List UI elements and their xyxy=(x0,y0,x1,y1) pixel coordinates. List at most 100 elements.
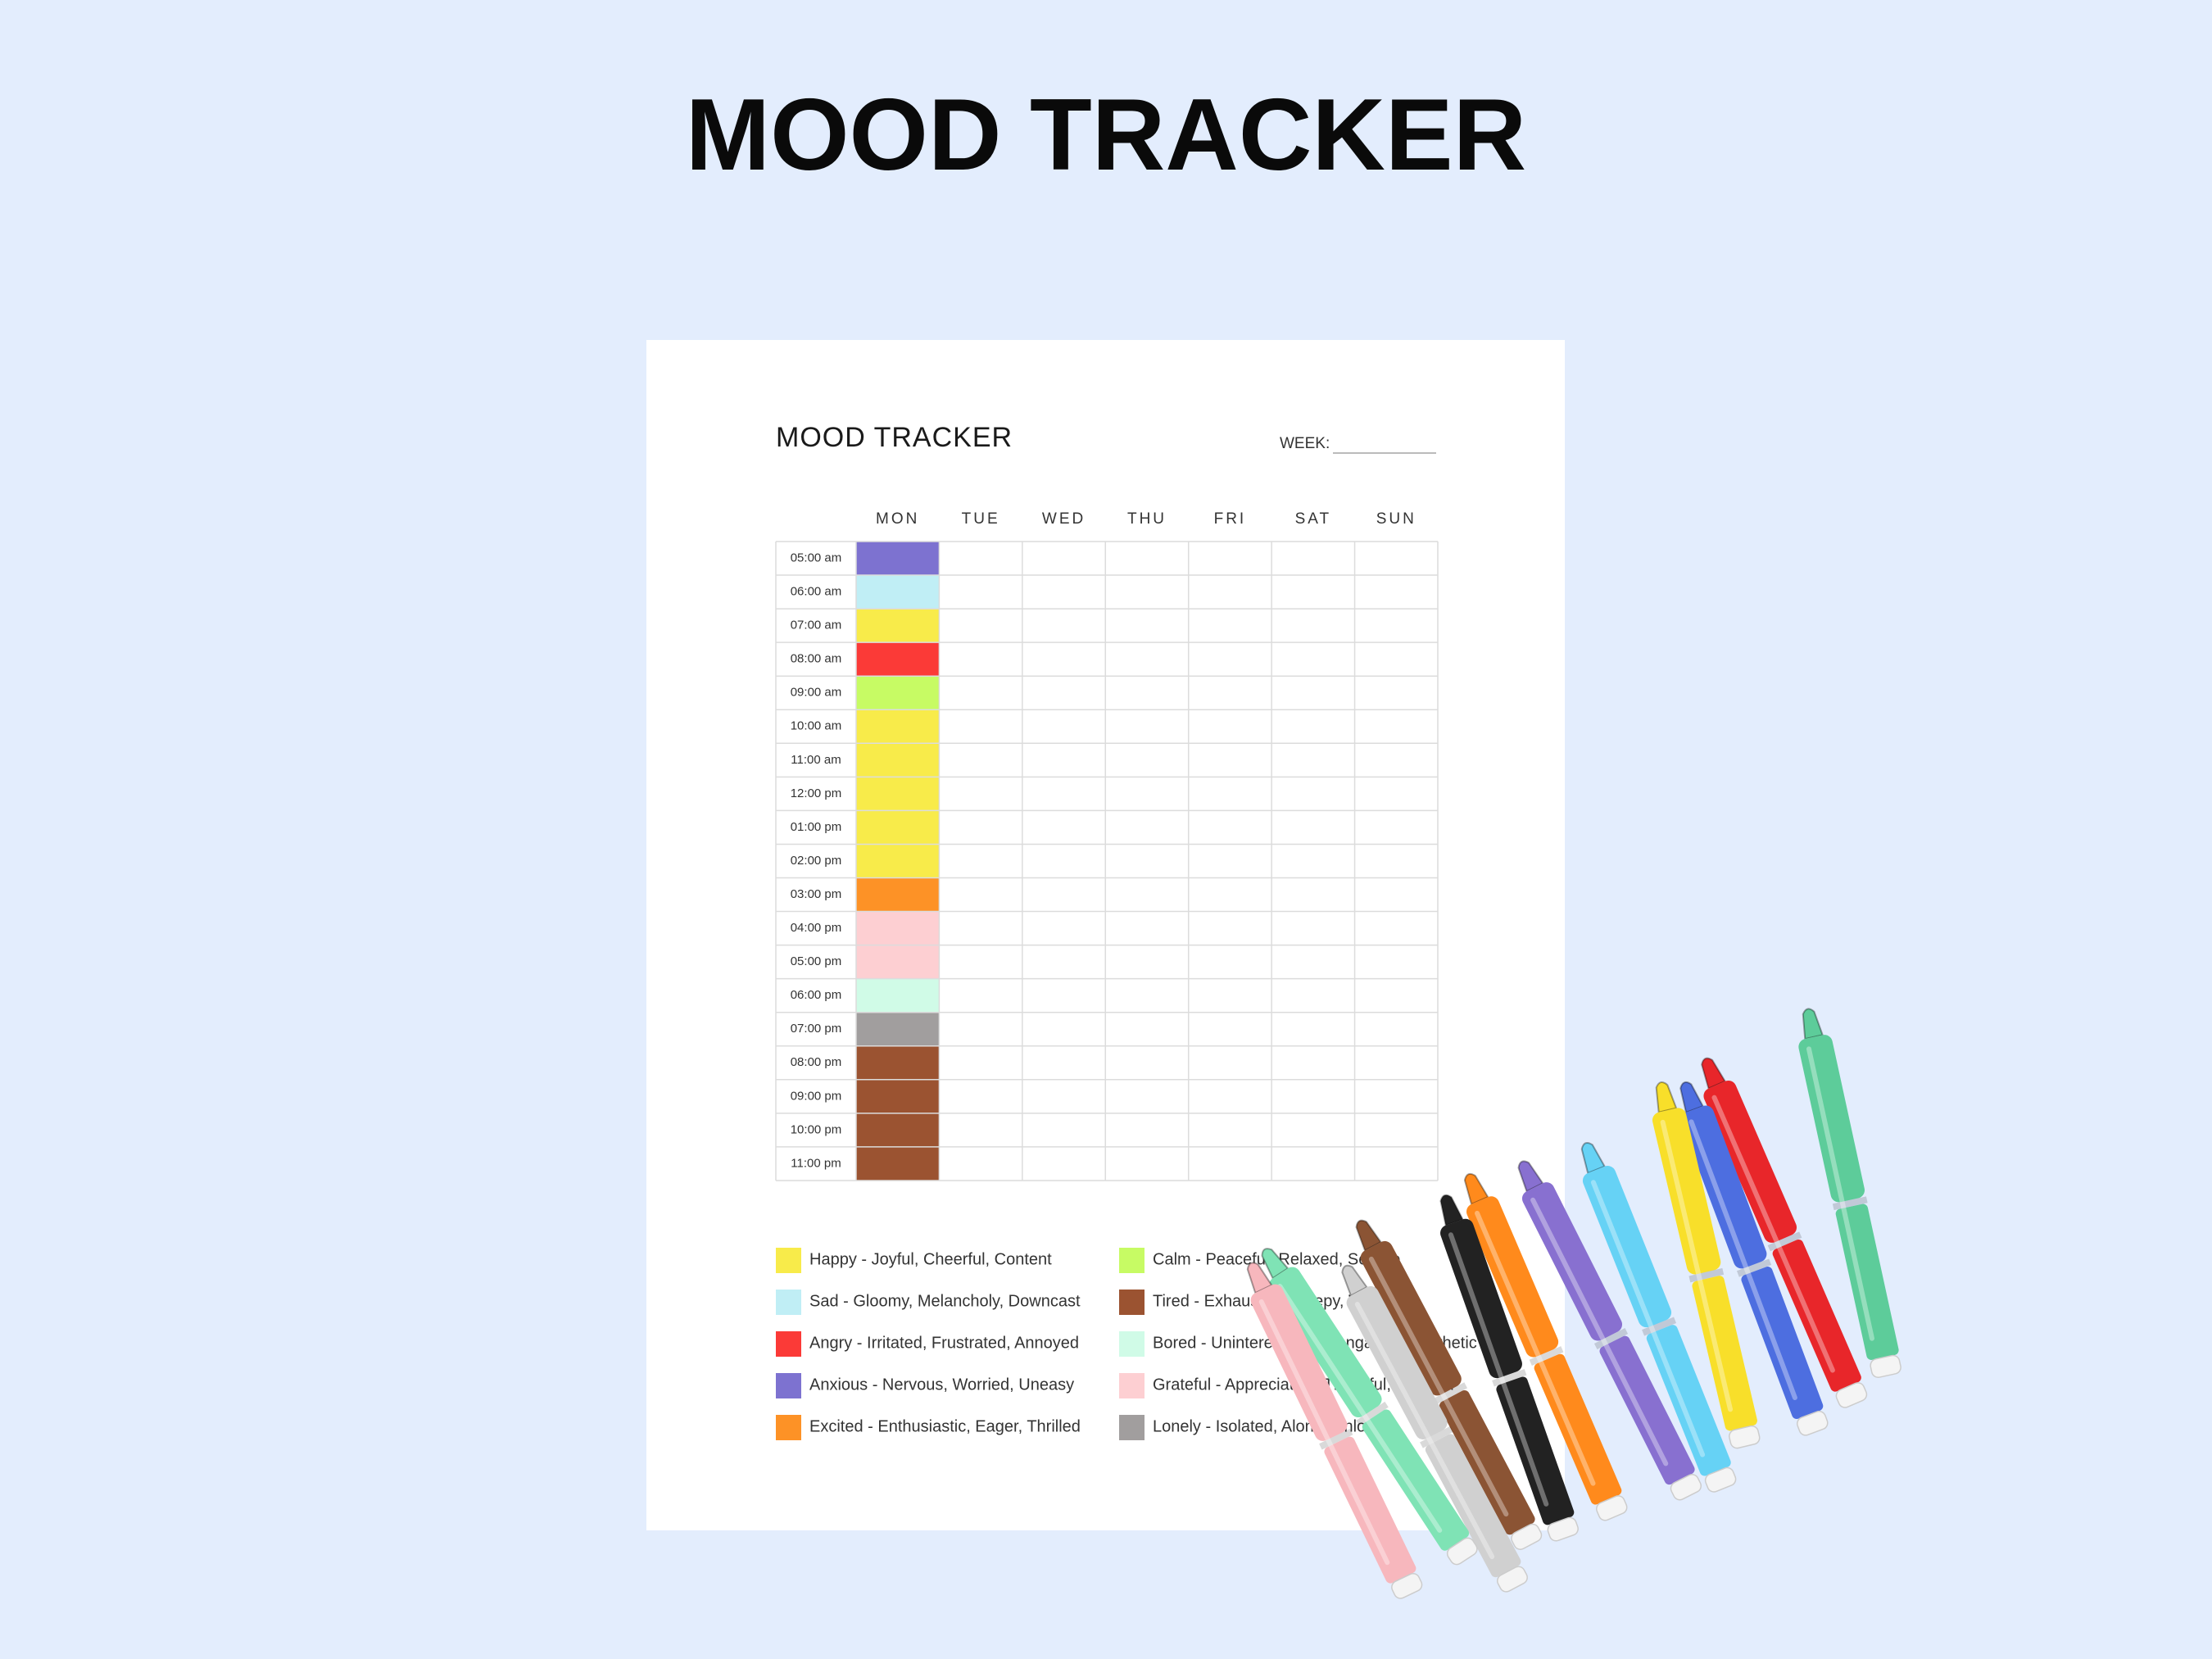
marker-tip xyxy=(1246,1262,1273,1294)
marker-end xyxy=(1670,1474,1702,1501)
marker-band xyxy=(1319,1429,1353,1450)
marker-cap xyxy=(1466,1196,1559,1358)
marker-cap xyxy=(1798,1035,1865,1203)
mood-cell xyxy=(856,1012,940,1046)
marker-cap xyxy=(1582,1166,1672,1328)
time-label: 06:00 am xyxy=(791,585,842,599)
mood-cell xyxy=(856,945,940,979)
marker xyxy=(1652,1081,1761,1449)
time-label: 10:00 pm xyxy=(791,1122,842,1136)
marker-body xyxy=(1646,1325,1731,1476)
day-header: SUN xyxy=(1376,510,1416,528)
marker xyxy=(1355,1219,1543,1550)
marker-shine xyxy=(1448,1232,1549,1507)
mood-cell xyxy=(856,709,940,744)
marker-band xyxy=(1593,1328,1629,1350)
marker-tip xyxy=(1701,1057,1727,1090)
marker-tip xyxy=(1802,1008,1824,1040)
marker xyxy=(1341,1264,1528,1593)
mood-cell xyxy=(856,642,940,677)
week-label: WEEK: xyxy=(1280,435,1330,452)
marker-end xyxy=(1796,1410,1829,1436)
marker-tip xyxy=(1580,1141,1607,1175)
mood-cell xyxy=(856,978,940,1013)
page-title: MOOD TRACKER xyxy=(686,79,1526,192)
marker-tip xyxy=(1463,1172,1489,1206)
marker-band xyxy=(1767,1231,1802,1252)
marker xyxy=(1439,1194,1579,1542)
legend-label: Excited - Enthusiastic, Eager, Thrilled xyxy=(809,1417,1081,1435)
legend-swatch xyxy=(776,1373,801,1398)
marker-body xyxy=(1534,1353,1622,1505)
time-label: 07:00 pm xyxy=(791,1022,842,1036)
tracker-grid: MON TUE WED THU FRI SAT SUN 05:00 am 06:00 am 07:… xyxy=(775,510,1439,1181)
mood-cell xyxy=(856,1146,940,1181)
mood-cell xyxy=(856,810,940,845)
time-label: 02:00 pm xyxy=(791,854,842,868)
mood-cell xyxy=(856,777,940,811)
marker-cap xyxy=(1703,1080,1797,1243)
mood-cell xyxy=(856,542,940,576)
mood-cell xyxy=(856,1113,940,1147)
marker-end xyxy=(1729,1425,1761,1449)
marker-tip xyxy=(1355,1219,1382,1252)
marker-shine xyxy=(1530,1197,1669,1466)
markers xyxy=(1246,1008,1902,1599)
marker-end xyxy=(1497,1566,1528,1593)
marker-body xyxy=(1835,1203,1899,1360)
time-label: 12:00 pm xyxy=(791,786,842,800)
marker-end xyxy=(1511,1523,1543,1550)
legend-label: Happy - Joyful, Cheerful, Content xyxy=(809,1250,1052,1268)
marker xyxy=(1463,1172,1628,1521)
marker-tip xyxy=(1261,1248,1290,1280)
legend-label: Lonely - Isolated, Alone, Unloved xyxy=(1153,1417,1392,1435)
sheet-title: MOOD TRACKER xyxy=(776,422,1013,453)
marker-cap xyxy=(1652,1108,1721,1275)
day-header: MON xyxy=(876,510,919,528)
marker-band xyxy=(1736,1258,1772,1277)
marker-cap xyxy=(1346,1285,1448,1439)
time-label: 01:00 pm xyxy=(791,820,842,834)
marker-band xyxy=(1492,1368,1527,1387)
marker-band xyxy=(1434,1382,1468,1405)
time-label: 04:00 pm xyxy=(791,921,842,935)
marker-tip xyxy=(1439,1194,1464,1226)
marker-end xyxy=(1596,1495,1628,1521)
marker-cap xyxy=(1269,1267,1382,1418)
time-label: 10:00 am xyxy=(791,719,842,733)
legend-swatch xyxy=(776,1331,801,1357)
marker-tip xyxy=(1679,1081,1705,1114)
day-header: TUE xyxy=(962,510,1000,528)
mood-cell xyxy=(856,844,940,878)
day-header: WED xyxy=(1042,510,1086,528)
marker-band xyxy=(1688,1267,1725,1283)
marker-end xyxy=(1391,1572,1423,1599)
legend-swatch xyxy=(1119,1290,1145,1315)
day-header: THU xyxy=(1127,510,1167,528)
marker-band xyxy=(1529,1346,1564,1367)
marker-body xyxy=(1362,1409,1470,1551)
legend-swatch xyxy=(776,1248,801,1273)
time-label: 09:00 pm xyxy=(791,1089,842,1103)
day-header: SAT xyxy=(1295,510,1332,528)
marker-tip xyxy=(1341,1264,1368,1297)
marker-shine xyxy=(1354,1301,1495,1560)
marker xyxy=(1517,1160,1702,1501)
marker-body xyxy=(1772,1239,1861,1392)
marker-shine xyxy=(1277,1284,1443,1533)
time-label: 08:00 am xyxy=(791,652,842,666)
marker xyxy=(1580,1141,1737,1493)
marker-shine xyxy=(1590,1180,1706,1457)
mood-cell xyxy=(856,676,940,710)
mood-cell xyxy=(856,1079,940,1113)
mood-cell xyxy=(856,609,940,643)
marker-end xyxy=(1446,1537,1478,1566)
time-label: 11:00 pm xyxy=(791,1156,841,1170)
marker xyxy=(1679,1081,1829,1436)
marker-end xyxy=(1870,1354,1902,1379)
marker xyxy=(1701,1057,1868,1408)
mood-cell xyxy=(856,911,940,945)
marker-cap xyxy=(1250,1284,1348,1441)
marker-band xyxy=(1356,1401,1389,1426)
